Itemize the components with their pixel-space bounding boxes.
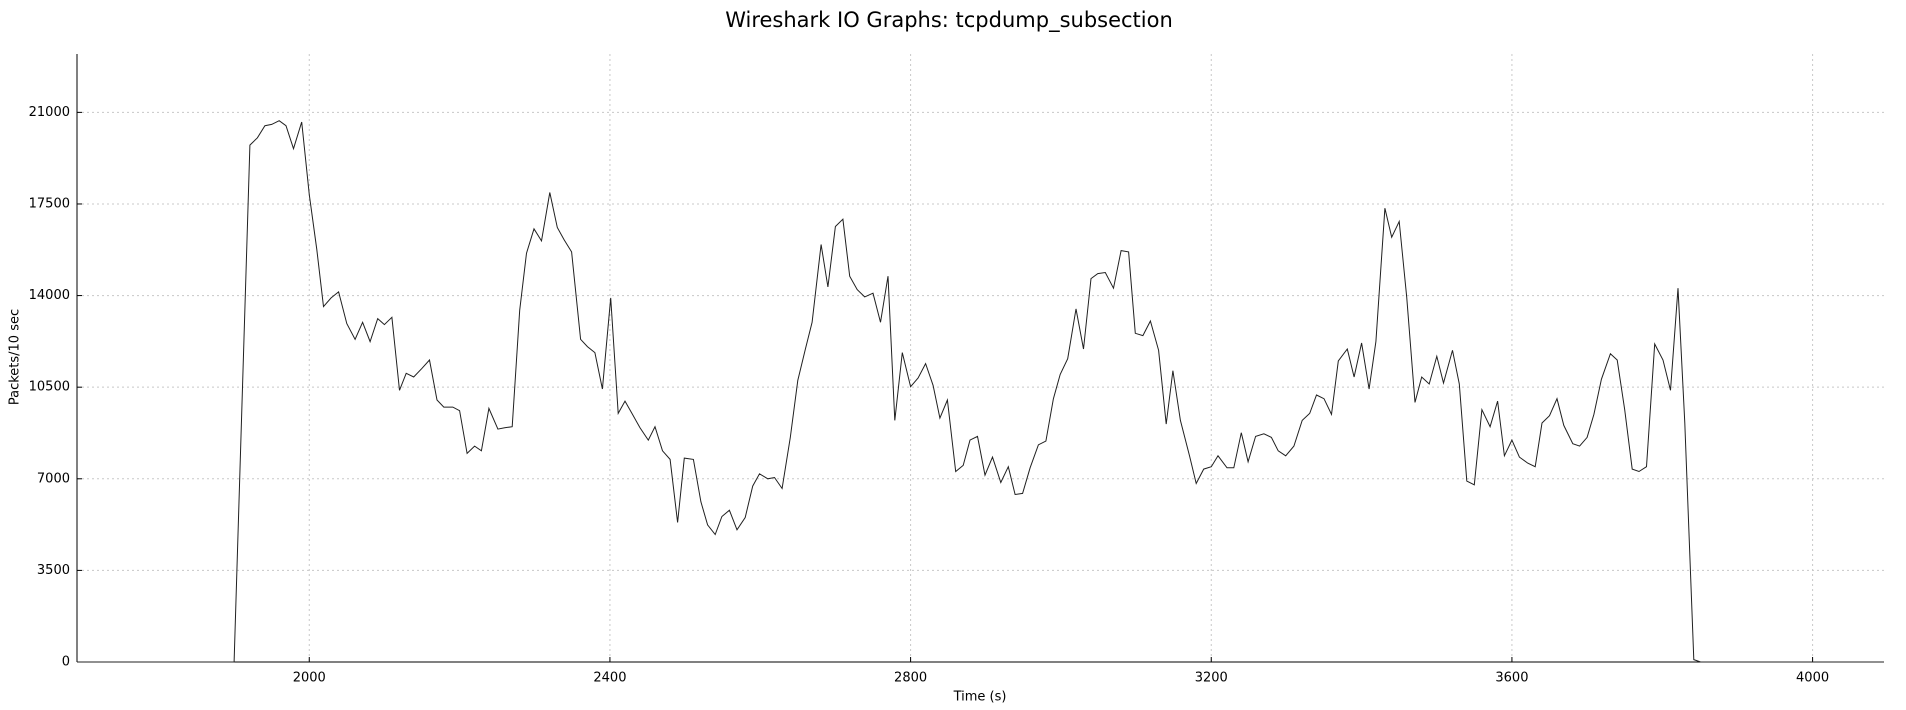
y-tick-label: 17500 (29, 196, 70, 211)
y-tick-label: 3500 (37, 563, 70, 578)
x-tick-label: 4000 (1796, 671, 1829, 686)
chart-title: Wireshark IO Graphs: tcpdump_subsection (725, 8, 1173, 33)
x-axis-label: Time (s) (953, 690, 1007, 705)
x-tick-label: 2000 (293, 671, 326, 686)
y-tick-label: 14000 (29, 288, 70, 303)
x-tick-label: 3600 (1495, 671, 1528, 686)
y-tick-label: 7000 (37, 471, 70, 486)
y-tick-label: 10500 (29, 380, 70, 395)
x-tick-label: 3200 (1195, 671, 1228, 686)
x-tick-label: 2400 (593, 671, 626, 686)
y-tick-label: 21000 (29, 105, 70, 120)
x-tick-label: 2800 (894, 671, 927, 686)
data-line (77, 120, 1884, 663)
y-axis-label: Packets/10 sec (8, 309, 23, 405)
y-tick-label: 0 (62, 655, 70, 670)
